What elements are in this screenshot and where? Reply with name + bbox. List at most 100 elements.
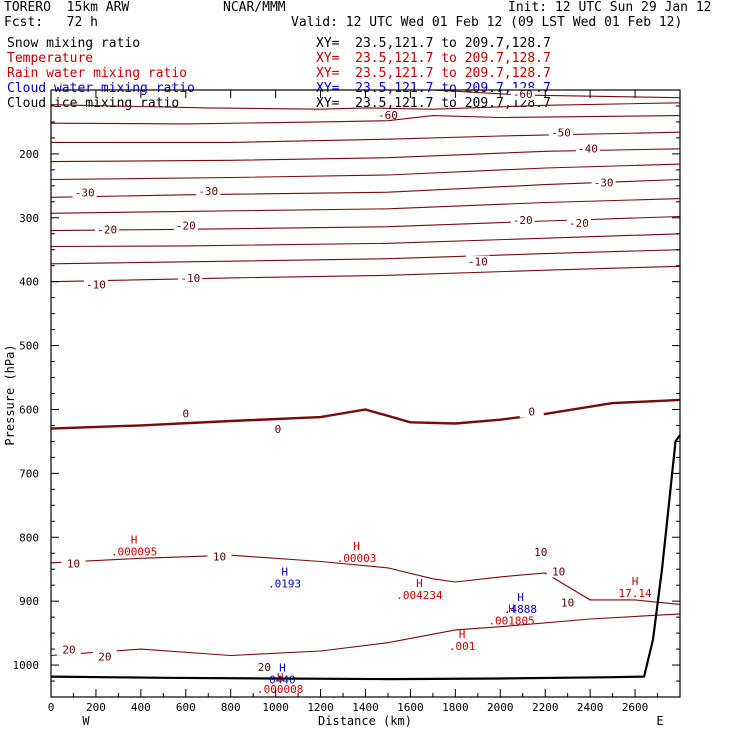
- y-tick-label: 500: [19, 340, 39, 353]
- isotherm-label: 0: [182, 408, 189, 421]
- isotherm-label-bg: [548, 126, 573, 139]
- legend-xy-range: XY= 23.5,121.7 to 209.7,128.7: [316, 36, 551, 51]
- x-tick-label: 400: [131, 701, 151, 714]
- y-tick-label: 700: [19, 467, 39, 480]
- x-tick-label: 1800: [442, 701, 469, 714]
- legend-label: Temperature: [7, 51, 94, 66]
- isotherm-label: 0: [528, 406, 535, 419]
- maximum-marker-h: H: [517, 591, 524, 604]
- maximum-marker-value: .000095: [111, 546, 157, 559]
- isotherm-label-bg: [83, 278, 108, 291]
- maximum-marker-h: H: [459, 628, 466, 641]
- isotherm-label: 0: [275, 423, 282, 436]
- x-end-label-west: W: [82, 714, 90, 728]
- terrain-surface-line: [50, 434, 681, 681]
- maximum-marker-h: H: [281, 566, 288, 579]
- y-axis-label: Pressure (hPa): [3, 344, 17, 445]
- isotherm-label: 10: [561, 597, 574, 610]
- isotherm-label-bg: [265, 422, 290, 435]
- maximum-marker-value: 17.14: [619, 587, 652, 600]
- isotherm-label-bg: [519, 405, 544, 418]
- isotherm-label: -20: [569, 217, 589, 230]
- isotherm-line: [50, 233, 681, 248]
- x-tick-label: 1600: [397, 701, 424, 714]
- maximum-marker-h: H: [416, 577, 423, 590]
- isotherm-label-bg: [591, 176, 616, 189]
- maximum-marker-value: .00003: [337, 552, 377, 565]
- x-tick-label: 2200: [532, 701, 559, 714]
- maximum-marker-h: H: [279, 661, 286, 674]
- isotherm-line: [50, 102, 681, 110]
- legend-xy-range: XY= 23.5,121.7 to 209.7,128.7: [316, 51, 551, 66]
- maximum-marker-value: .001805: [488, 615, 534, 628]
- isotherm-label-bg: [61, 557, 86, 570]
- isotherm-label-bg: [92, 650, 117, 663]
- maximum-marker-value: .4888: [504, 603, 537, 616]
- x-tick-label: 800: [221, 701, 241, 714]
- isotherm-label-bg: [173, 219, 198, 232]
- isotherm-label-bg: [510, 88, 535, 101]
- x-tick-label: 600: [176, 701, 196, 714]
- isotherm-label: 10: [67, 558, 80, 571]
- maximum-marker-value: 0440: [269, 673, 296, 686]
- isotherm-label: -10: [180, 272, 200, 285]
- y-tick-label: 900: [19, 595, 39, 608]
- x-tick-label: 1000: [262, 701, 289, 714]
- isotherm-label: -40: [578, 142, 598, 155]
- legend-label: Rain water mixing ratio: [7, 66, 188, 81]
- isotherm-label-bg: [510, 213, 535, 226]
- isotherm-label: 20: [98, 650, 111, 663]
- valid-time: Valid: 12 UTC Wed 01 Feb 12 (09 LST Wed …: [291, 15, 683, 30]
- isotherm-line: [50, 163, 681, 181]
- isotherm-label: 10: [213, 551, 226, 564]
- isotherm-label-bg: [173, 407, 198, 420]
- legend-xy-range: XY= 23.5,121.7 to 209.7,128.7: [316, 81, 551, 96]
- maximum-marker-h: H: [131, 534, 138, 547]
- isotherm-label: -60: [513, 88, 533, 101]
- isotherm-label: -30: [198, 185, 218, 198]
- isotherm-label: 10: [552, 565, 565, 578]
- forecast-hour: Fcst: 72 h: [4, 15, 98, 30]
- legend-xy-range: XY= 23.5,121.7 to 209.7,128.7: [316, 66, 551, 81]
- isotherm-label-bg: [56, 643, 81, 656]
- isotherm-label: -20: [513, 214, 533, 227]
- isotherm-label-bg: [207, 550, 232, 563]
- isotherm-line: [51, 131, 681, 143]
- isotherm-label: 10: [534, 546, 547, 559]
- y-tick-label: 400: [19, 276, 39, 289]
- isotherm-label: 20: [258, 661, 271, 674]
- legend-label: Snow mixing ratio: [7, 36, 141, 51]
- isotherm-label-bg: [546, 565, 571, 578]
- isotherm-label: -60: [378, 109, 398, 122]
- maximum-marker-h: H: [508, 603, 515, 616]
- maximum-marker-value: .001: [449, 640, 476, 653]
- maximum-marker-value: .0193: [268, 578, 301, 591]
- maximum-marker-value: .004234: [396, 589, 443, 602]
- isotherm-label: -20: [176, 220, 196, 233]
- maximum-marker-value: .000008: [257, 683, 303, 696]
- isotherm-label-bg: [528, 546, 553, 559]
- isotherm-label-bg: [375, 109, 400, 122]
- x-tick-label: 2000: [487, 701, 514, 714]
- y-tick-label: 600: [19, 403, 39, 416]
- x-tick-label: 2600: [622, 701, 649, 714]
- isotherm-line: [50, 178, 681, 198]
- x-tick-label: 2400: [577, 701, 604, 714]
- isotherm-label: -20: [97, 224, 117, 237]
- isotherm-line: [50, 198, 681, 214]
- center-title: NCAR/MMM: [223, 0, 286, 15]
- isotherm-label-bg: [555, 596, 580, 609]
- isotherm-label: 20: [62, 643, 75, 656]
- isotherm-label: -30: [75, 187, 95, 200]
- isotherm-label-bg: [252, 661, 277, 674]
- model-title: TORERO 15km ARW: [4, 0, 130, 15]
- legend-label: Cloud ice mixing ratio: [7, 96, 180, 111]
- isotherm-label: -50: [551, 126, 571, 139]
- maximum-marker-h: H: [353, 540, 360, 553]
- isotherm-label-bg: [465, 255, 490, 268]
- isotherm-label: -10: [86, 279, 106, 292]
- maximum-marker-h: H: [632, 575, 639, 588]
- isotherm-line: [50, 398, 681, 430]
- x-end-label-east: E: [656, 714, 663, 728]
